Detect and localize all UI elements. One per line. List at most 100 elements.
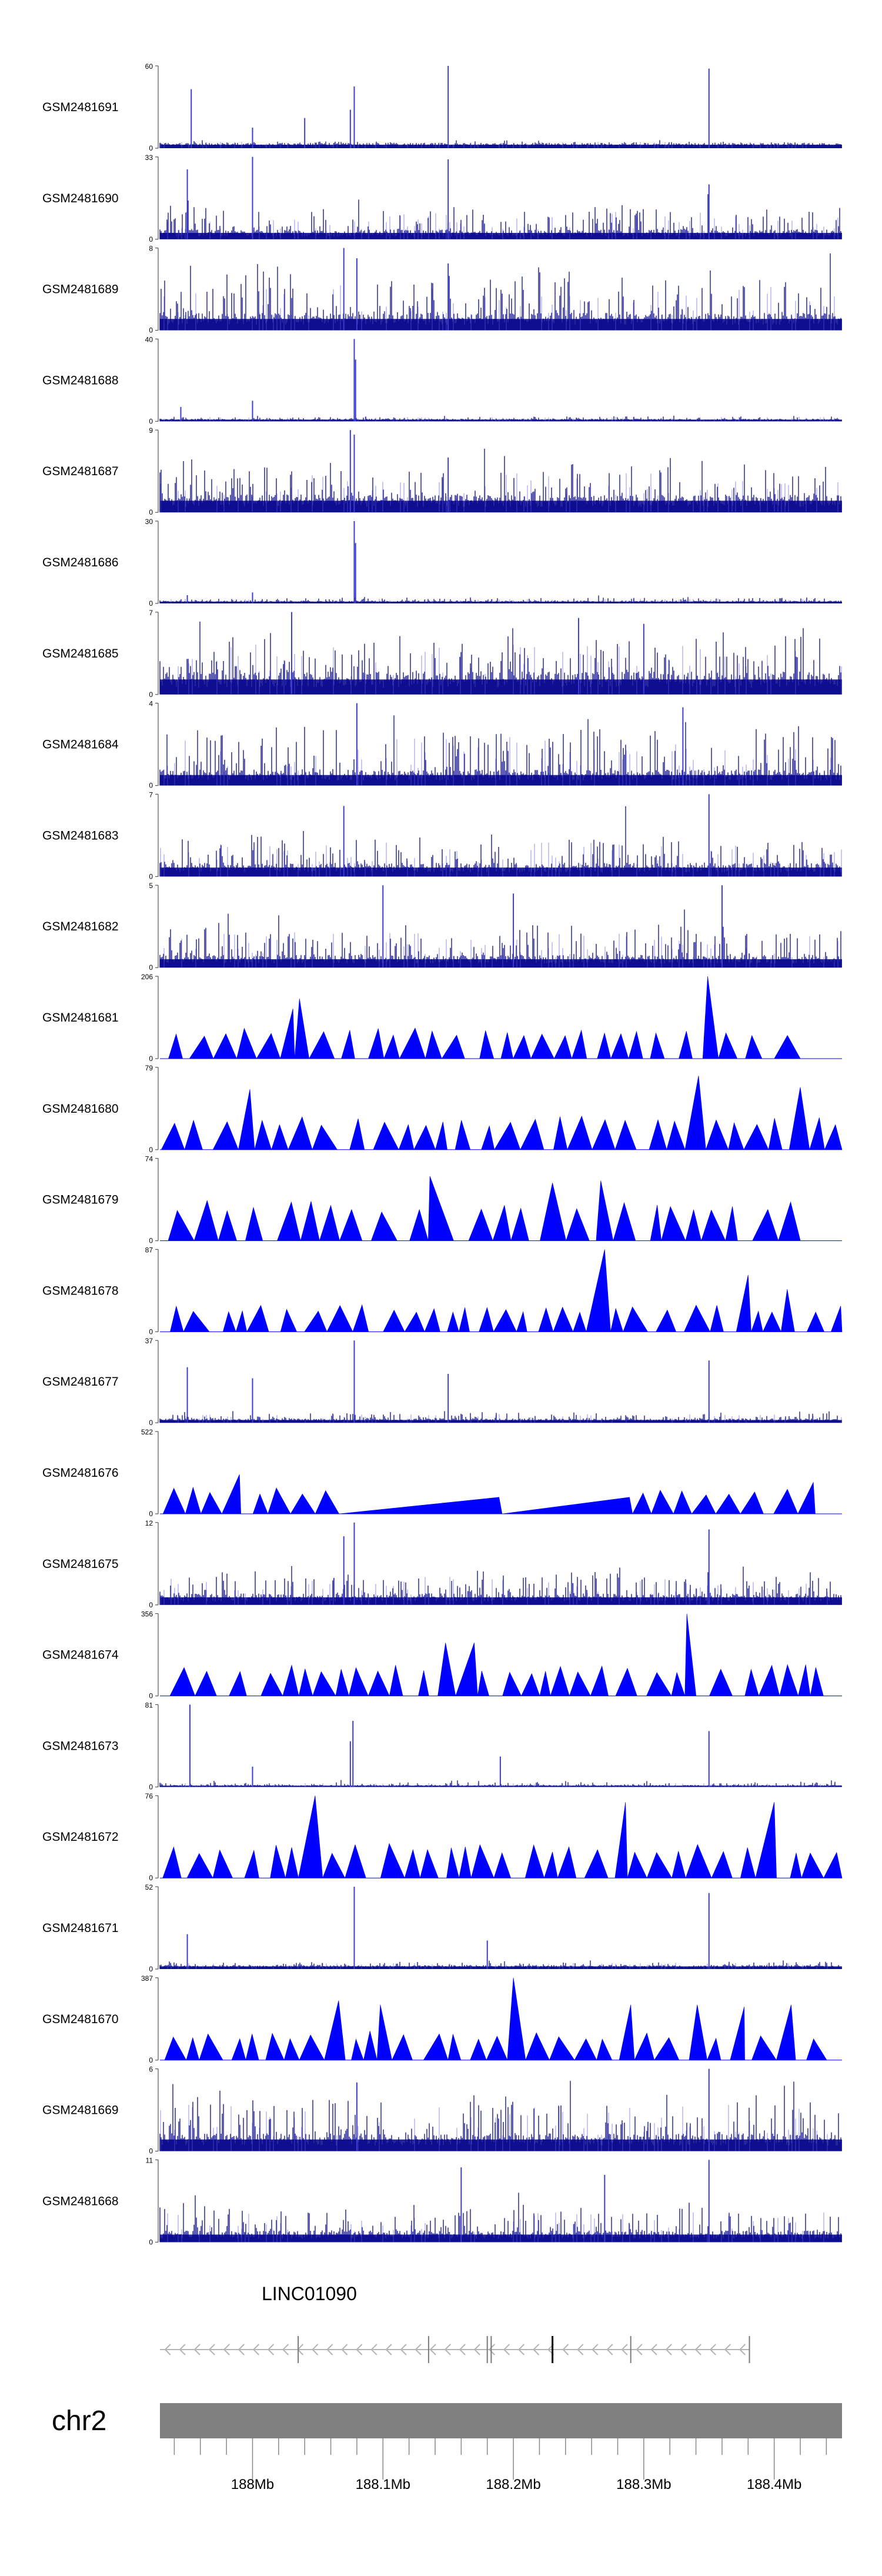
y-tick-label-min: 0 <box>149 1237 153 1245</box>
strand-arrow-icon <box>473 2344 480 2355</box>
signal-bars-light <box>163 285 835 331</box>
track-label: GSM2481690 <box>42 192 119 205</box>
strand-arrow-icon <box>356 2344 363 2355</box>
strand-arrow-icon <box>385 2344 392 2355</box>
y-tick-label-max: 79 <box>145 1064 153 1072</box>
signal-bars-light <box>163 932 838 968</box>
signal-bars <box>159 253 841 331</box>
track-label: GSM2481672 <box>42 1830 119 1844</box>
strand-arrow-icon <box>694 2344 701 2355</box>
strand-arrow-icon <box>709 2344 716 2355</box>
signal-bars <box>159 806 841 877</box>
signal-baseline <box>160 867 842 877</box>
strand-arrow-icon <box>724 2344 731 2355</box>
signal-triangles <box>168 976 801 1059</box>
y-tick-label-max: 8 <box>149 245 153 253</box>
track-label: GSM2481687 <box>42 465 119 478</box>
y-tick-label-max: 12 <box>145 1519 153 1527</box>
strand-arrow-icon <box>238 2344 245 2355</box>
strand-arrow-icon <box>739 2344 746 2355</box>
signal-bars <box>159 909 841 968</box>
y-tick-label-max: 30 <box>145 518 153 526</box>
signal-baseline <box>160 601 842 603</box>
y-tick-label-max: 37 <box>145 1337 153 1345</box>
signal-baseline <box>160 232 842 239</box>
signal-bars-light <box>160 2105 828 2151</box>
y-tick-label-max: 87 <box>145 1246 153 1254</box>
strand-arrow-icon <box>680 2344 687 2355</box>
y-tick-label-max: 4 <box>149 700 153 708</box>
strand-arrow-icon <box>533 2344 540 2355</box>
signal-bars-light <box>163 416 835 422</box>
signal-baseline <box>160 1420 842 1423</box>
y-tick-label-min: 0 <box>149 963 153 972</box>
signal-bars <box>159 715 841 786</box>
signal-triangles <box>162 1796 843 1878</box>
track-gsm2481689: GSM2481689 8 0 <box>42 245 842 335</box>
strand-arrow-icon <box>444 2344 451 2355</box>
gene-name-label: LINC01090 <box>262 2283 357 2304</box>
track-label: GSM2481674 <box>42 1649 119 1662</box>
strand-arrow-icon <box>636 2344 643 2355</box>
track-label: GSM2481668 <box>42 2194 119 2208</box>
strand-arrow-icon <box>370 2344 377 2355</box>
y-tick-label-min: 0 <box>149 1874 153 1882</box>
track-label: GSM2481682 <box>42 920 119 933</box>
track-gsm2481687: GSM2481687 9 0 <box>42 426 842 516</box>
track-gsm2481681: GSM2481681 206 0 <box>42 973 842 1063</box>
y-tick-label-min: 0 <box>149 1327 153 1336</box>
strand-arrow-icon <box>326 2344 333 2355</box>
track-gsm2481677: GSM2481677 37 0 <box>42 1337 842 1427</box>
y-tick-label-min: 0 <box>149 872 153 880</box>
genome-axis: chr2 188Mb 188.1Mb 188.2Mb 188.3Mb 188.4Mb <box>52 2403 842 2492</box>
y-tick-label-min: 0 <box>149 2238 153 2246</box>
track-gsm2481668: GSM2481668 11 0 <box>42 2156 842 2246</box>
signal-bars-light <box>167 598 810 603</box>
signal-bars <box>159 194 841 239</box>
track-gsm2481671: GSM2481671 52 0 <box>42 1883 842 1973</box>
y-tick-label-min: 0 <box>149 1692 153 1700</box>
y-tick-label-max: 11 <box>146 2156 153 2164</box>
signal-bars-light <box>160 473 838 513</box>
y-tick-label-min: 0 <box>149 417 153 425</box>
signal-triangles <box>169 1613 824 1696</box>
signal-triangles <box>161 1075 843 1150</box>
signal-bars-light <box>178 645 842 695</box>
strand-arrow-icon <box>650 2344 657 2355</box>
strand-arrow-icon <box>341 2344 348 2355</box>
y-tick-label-max: 52 <box>145 1883 153 1891</box>
y-tick-label-min: 0 <box>149 508 153 516</box>
signal-baseline <box>160 1786 842 1787</box>
y-tick-label-min: 0 <box>149 1783 153 1791</box>
signal-baseline <box>160 775 842 786</box>
strand-arrow-icon <box>179 2344 186 2355</box>
track-gsm2481675: GSM2481675 12 0 <box>42 1519 842 1609</box>
track-label: GSM2481669 <box>42 2104 119 2117</box>
y-tick-label-min: 0 <box>149 1510 153 1518</box>
x-tick-label: 188.4Mb <box>747 2477 801 2492</box>
strand-arrow-icon <box>252 2344 259 2355</box>
y-tick-label-min: 0 <box>149 1055 153 1063</box>
y-tick-label-max: 74 <box>145 1155 153 1163</box>
signal-baseline <box>160 419 842 422</box>
signal-baseline <box>160 1966 842 1969</box>
track-gsm2481690: GSM2481690 33 0 <box>42 154 842 243</box>
strand-arrow-icon <box>223 2344 230 2355</box>
signal-bars-light <box>167 1963 828 1969</box>
signal-baseline <box>160 319 842 331</box>
track-gsm2481680: GSM2481680 79 0 <box>42 1064 843 1154</box>
strand-arrow-icon <box>164 2344 171 2355</box>
strand-arrow-icon <box>592 2344 599 2355</box>
track-label: GSM2481688 <box>42 373 119 387</box>
track-gsm2481678: GSM2481678 87 0 <box>42 1246 843 1336</box>
signal-triangles <box>170 1249 843 1332</box>
y-tick-label-max: 387 <box>141 1974 153 1983</box>
track-label: GSM2481671 <box>42 1921 119 1935</box>
y-tick-label-min: 0 <box>149 1601 153 1609</box>
track-label: GSM2481686 <box>42 556 119 569</box>
y-tick-label-min: 0 <box>149 782 153 790</box>
y-tick-label-max: 9 <box>149 426 153 435</box>
strand-arrow-icon <box>282 2344 289 2355</box>
signal-baseline <box>160 145 842 148</box>
track-label: GSM2481673 <box>42 1739 119 1753</box>
